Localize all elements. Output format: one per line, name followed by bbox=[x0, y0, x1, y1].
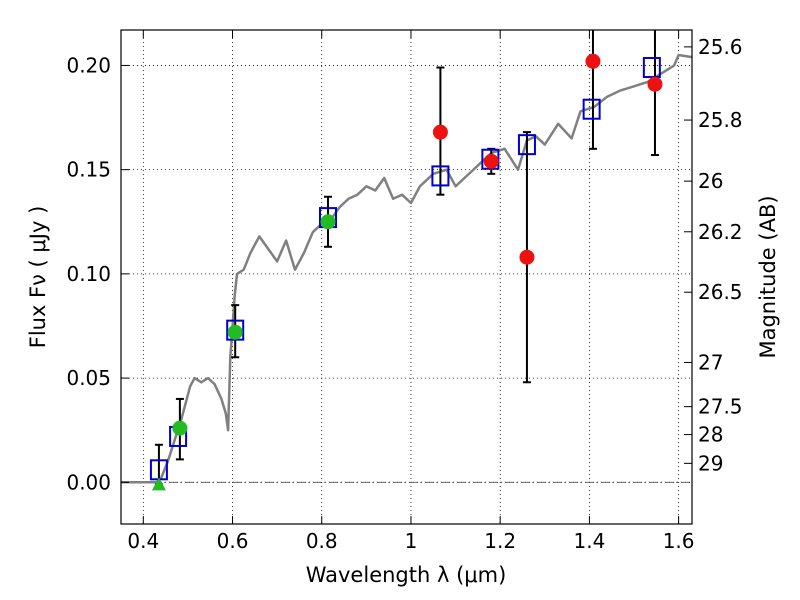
right-tick-label: 26 bbox=[698, 169, 723, 193]
y-tick-label: 0.00 bbox=[66, 470, 111, 494]
x-tick-label: 1.4 bbox=[573, 529, 605, 553]
right-tick-label: 26.5 bbox=[698, 280, 743, 304]
model-photometry-square bbox=[517, 134, 536, 156]
ticks: 0.4 0.6 0.8 1 1.2 1.4 1.6 0.00 0.05 0.10 0.15 0.20 2… bbox=[66, 30, 743, 553]
x-tick-label: 1 bbox=[405, 529, 418, 553]
x-tick-label: 0.4 bbox=[127, 529, 159, 553]
x-tick-label: 1.6 bbox=[663, 529, 695, 553]
grid bbox=[121, 30, 692, 524]
plot-frame bbox=[120, 29, 693, 525]
y-tick-label: 0.20 bbox=[66, 53, 111, 77]
right-tick-label: 29 bbox=[698, 451, 723, 475]
observed-optical-point bbox=[227, 324, 243, 340]
right-tick-label: 27.5 bbox=[698, 395, 743, 419]
right-tick-label: 25.8 bbox=[698, 108, 743, 132]
data-layer bbox=[121, 53, 692, 484]
right-axis-title: Magnitude (AB) bbox=[756, 195, 780, 358]
x-axis-title: Wavelength λ (μm) bbox=[306, 563, 507, 587]
observed-optical-point bbox=[172, 420, 188, 436]
model-photometry-square bbox=[431, 165, 450, 187]
model-photometry-square bbox=[582, 98, 601, 120]
y-axis-title: Flux Fν ( μJy ) bbox=[26, 206, 50, 349]
observed-optical-point bbox=[320, 214, 336, 230]
right-tick-label: 26.2 bbox=[698, 220, 743, 244]
upper-limit-triangle bbox=[151, 477, 166, 491]
observed-nir-point bbox=[585, 53, 601, 69]
model-photometry-square bbox=[642, 57, 661, 79]
x-tick-label: 1.2 bbox=[484, 529, 516, 553]
right-tick-label: 28 bbox=[698, 423, 723, 447]
observed-nir-point bbox=[647, 76, 663, 92]
right-tick-label: 27 bbox=[698, 350, 723, 374]
plot-area bbox=[121, 30, 692, 524]
y-tick-label: 0.15 bbox=[66, 158, 111, 182]
observed-nir-point bbox=[519, 249, 535, 265]
right-tick-label: 25.6 bbox=[698, 35, 743, 59]
observed-nir-point bbox=[432, 124, 448, 140]
x-tick-label: 0.8 bbox=[306, 529, 338, 553]
x-tick-label: 0.6 bbox=[217, 529, 249, 553]
y-tick-label: 0.10 bbox=[66, 262, 111, 286]
model-sed-line bbox=[121, 53, 692, 484]
y-tick-label: 0.05 bbox=[66, 366, 111, 390]
marker-layer bbox=[149, 30, 663, 491]
observed-nir-point bbox=[483, 153, 499, 169]
